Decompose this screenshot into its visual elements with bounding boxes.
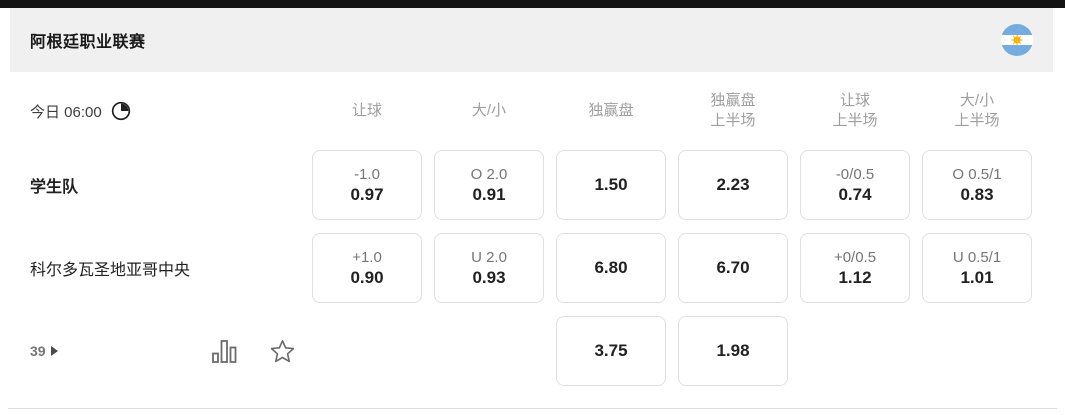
odds-price: 3.75	[594, 341, 628, 360]
odds-price: 1.50	[594, 175, 628, 194]
columns-header-row: 今日 06:00 让球 大/小 独赢盘 独赢盘 上半场	[0, 72, 1065, 150]
star-icon	[270, 340, 295, 363]
home-team-name: 学生队	[30, 179, 79, 196]
bar-chart-icon	[212, 339, 237, 363]
handicap-line: O 2.0	[470, 165, 508, 183]
top-bar	[0, 0, 1065, 8]
column-header-moneyline-1h: 独赢盘 上半场	[710, 92, 756, 129]
column-header-over-under-1h: 大/小 上半场	[954, 92, 1000, 129]
match-time: 今日 06:00	[30, 103, 102, 121]
odds-price: 0.90	[350, 267, 384, 287]
odds-box-away-moneyline-1h[interactable]: 6.70	[678, 233, 788, 303]
handicap-line: U 2.0	[471, 248, 507, 266]
column-header-moneyline: 独赢盘	[588, 102, 634, 119]
favorite-button[interactable]	[269, 338, 296, 364]
more-markets-link[interactable]: 39	[30, 343, 58, 359]
stats-button[interactable]	[211, 339, 237, 364]
league-title: 阿根廷职业联赛	[30, 34, 146, 51]
handicap-line: U 0.5/1	[952, 248, 1002, 266]
odds-table: 今日 06:00 让球 大/小 独赢盘 独赢盘 上半场	[0, 72, 1065, 386]
odds-box-away-under-1h[interactable]: U 0.5/1 1.01	[922, 233, 1032, 303]
odds-price: 1.12	[838, 267, 872, 287]
league-header: 阿根廷职业联赛	[10, 8, 1053, 72]
odds-price: 0.91	[472, 184, 506, 204]
odds-box-home-moneyline[interactable]: 1.50	[556, 150, 666, 220]
odds-price: 0.97	[350, 184, 384, 204]
odds-box-home-over-1h[interactable]: O 0.5/1 0.83	[922, 150, 1032, 220]
bottom-divider	[8, 408, 1057, 409]
odds-price: 6.80	[594, 258, 628, 277]
odds-box-home-moneyline-1h[interactable]: 2.23	[678, 150, 788, 220]
argentina-flag-icon	[1001, 24, 1033, 56]
handicap-line: -0/0.5	[835, 165, 875, 183]
odds-price: 2.23	[716, 175, 750, 194]
caret-right-icon	[50, 346, 58, 356]
odds-box-home-over[interactable]: O 2.0 0.91	[434, 150, 544, 220]
odds-box-away-under[interactable]: U 2.0 0.93	[434, 233, 544, 303]
column-header-over-under: 大/小	[471, 102, 507, 119]
column-header-handicap: 让球	[351, 102, 382, 119]
odds-price: 0.93	[472, 267, 506, 287]
odds-price: 1.01	[960, 267, 994, 287]
handicap-line: -1.0	[354, 165, 380, 183]
column-header-handicap-1h: 让球 上半场	[832, 92, 878, 129]
odds-box-home-handicap[interactable]: -1.0 0.97	[312, 150, 422, 220]
odds-box-away-handicap[interactable]: +1.0 0.90	[312, 233, 422, 303]
team-row-away: 科尔多瓦圣地亚哥中央 +1.0 0.90 U 2.0 0.93 6.80 6.7…	[0, 233, 1065, 303]
match-actions-cell: 39	[30, 316, 300, 386]
odds-box-home-handicap-1h[interactable]: -0/0.5 0.74	[800, 150, 910, 220]
odds-box-away-moneyline[interactable]: 6.80	[556, 233, 666, 303]
handicap-line: +0/0.5	[833, 248, 877, 266]
odds-price: 6.70	[716, 258, 750, 277]
handicap-line: +1.0	[352, 248, 382, 266]
match-time-cell: 今日 06:00	[30, 101, 300, 122]
odds-box-draw-moneyline-1h[interactable]: 1.98	[678, 316, 788, 386]
odds-box-away-handicap-1h[interactable]: +0/0.5 1.12	[800, 233, 910, 303]
more-markets-count: 39	[30, 343, 46, 359]
handicap-line: O 0.5/1	[952, 165, 1002, 183]
odds-price: 0.83	[960, 184, 994, 204]
clock-icon	[111, 101, 130, 121]
draw-row: 39	[0, 316, 1065, 386]
odds-box-draw-moneyline[interactable]: 3.75	[556, 316, 666, 386]
odds-price: 0.74	[838, 184, 872, 204]
team-row-home: 学生队 -1.0 0.97 O 2.0 0.91 1.50 2.23 -0/0.…	[0, 150, 1065, 220]
odds-price: 1.98	[716, 341, 750, 360]
away-team-name: 科尔多瓦圣地亚哥中央	[30, 262, 191, 279]
